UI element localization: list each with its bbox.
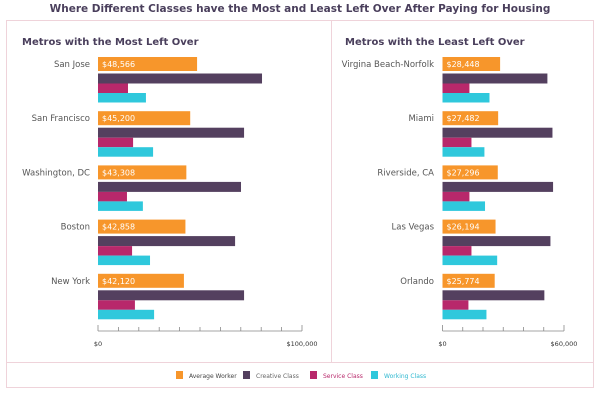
bar-working-class: [98, 147, 154, 157]
bar-service-class: [442, 137, 472, 148]
bar-working-class: [442, 201, 486, 211]
bar-creative-class: [442, 73, 548, 84]
bar-value-label: $42,120: [102, 277, 135, 286]
bar-working-class: [442, 255, 498, 266]
category-label: San Jose: [54, 60, 90, 70]
legend-label: Working Class: [384, 373, 426, 380]
bar-creative-class: [98, 181, 242, 192]
category-label: Virgina Beach-Norfolk: [342, 60, 434, 70]
bar-creative-class: [98, 127, 245, 138]
bar-value-label: $45,200: [102, 114, 135, 123]
bar-value-label: $42,858: [102, 223, 135, 232]
bar-average-worker: [442, 57, 501, 71]
category-label: Orlando: [400, 277, 434, 287]
legend-swatch: [310, 371, 317, 379]
bar-working-class: [442, 93, 490, 103]
legend-swatch: [176, 371, 183, 379]
bar-average-worker: [98, 165, 187, 180]
tick-label: $60,000: [551, 340, 578, 348]
legend-label: Average Worker: [189, 373, 237, 380]
bar-service-class: [98, 83, 128, 93]
bar-service-class: [98, 191, 127, 202]
bar-average-worker: [98, 111, 191, 126]
bar-service-class: [442, 83, 470, 93]
legend-divider: [6, 362, 594, 363]
category-label: San Francisco: [32, 114, 90, 124]
category-label: Riverside, CA: [377, 168, 434, 178]
legend-label: Creative Class: [256, 373, 299, 380]
bar-working-class: [98, 93, 146, 103]
bar-average-worker: [442, 273, 495, 288]
panel-title: Metros with the Least Left Over: [345, 37, 525, 48]
bar-value-label: $25,774: [447, 277, 480, 286]
bar-average-worker: [442, 219, 496, 234]
bar-creative-class: [98, 73, 263, 84]
bar-value-label: $48,566: [102, 60, 135, 69]
bar-creative-class: [98, 236, 236, 247]
bar-creative-class: [442, 127, 553, 138]
bar-service-class: [98, 246, 133, 256]
bar-service-class: [98, 300, 135, 310]
bar-working-class: [98, 255, 151, 266]
legend-swatch: [243, 371, 250, 379]
tick-label: $0: [438, 340, 446, 348]
bar-creative-class: [98, 290, 245, 301]
bar-service-class: [98, 137, 134, 148]
legend-swatch: [371, 371, 378, 379]
bar-value-label: $43,308: [102, 168, 135, 177]
category-label: Washington, DC: [22, 168, 90, 178]
bar-working-class: [442, 309, 487, 320]
bar-creative-class: [442, 181, 554, 192]
tick-label: $0: [94, 340, 102, 348]
category-label: New York: [51, 277, 90, 287]
bar-value-label: $27,296: [447, 168, 480, 177]
bar-average-worker: [98, 57, 198, 71]
bar-service-class: [442, 246, 472, 256]
category-label: Miami: [408, 114, 434, 124]
bar-average-worker: [442, 165, 498, 180]
bar-creative-class: [442, 236, 551, 247]
bar-service-class: [442, 191, 470, 202]
bar-value-label: $28,448: [447, 60, 480, 69]
bar-service-class: [442, 300, 469, 310]
bar-creative-class: [442, 290, 545, 301]
panel-divider: [331, 20, 332, 363]
legend-label: Service Class: [323, 373, 363, 380]
bar-working-class: [98, 309, 155, 320]
bar-average-worker: [98, 219, 186, 234]
category-label: Boston: [61, 223, 90, 233]
bar-average-worker: [442, 111, 499, 126]
tick-label: $100,000: [286, 340, 317, 348]
panel-title: Metros with the Most Left Over: [22, 37, 199, 48]
chart-title: Where Different Classes have the Most an…: [49, 3, 551, 15]
chart-frame: [6, 20, 594, 388]
category-label: Las Vegas: [392, 223, 435, 233]
bar-working-class: [442, 147, 485, 157]
bar-value-label: $27,482: [447, 114, 480, 123]
bar-value-label: $26,194: [447, 223, 480, 232]
bar-working-class: [98, 201, 143, 211]
bar-average-worker: [98, 273, 184, 288]
